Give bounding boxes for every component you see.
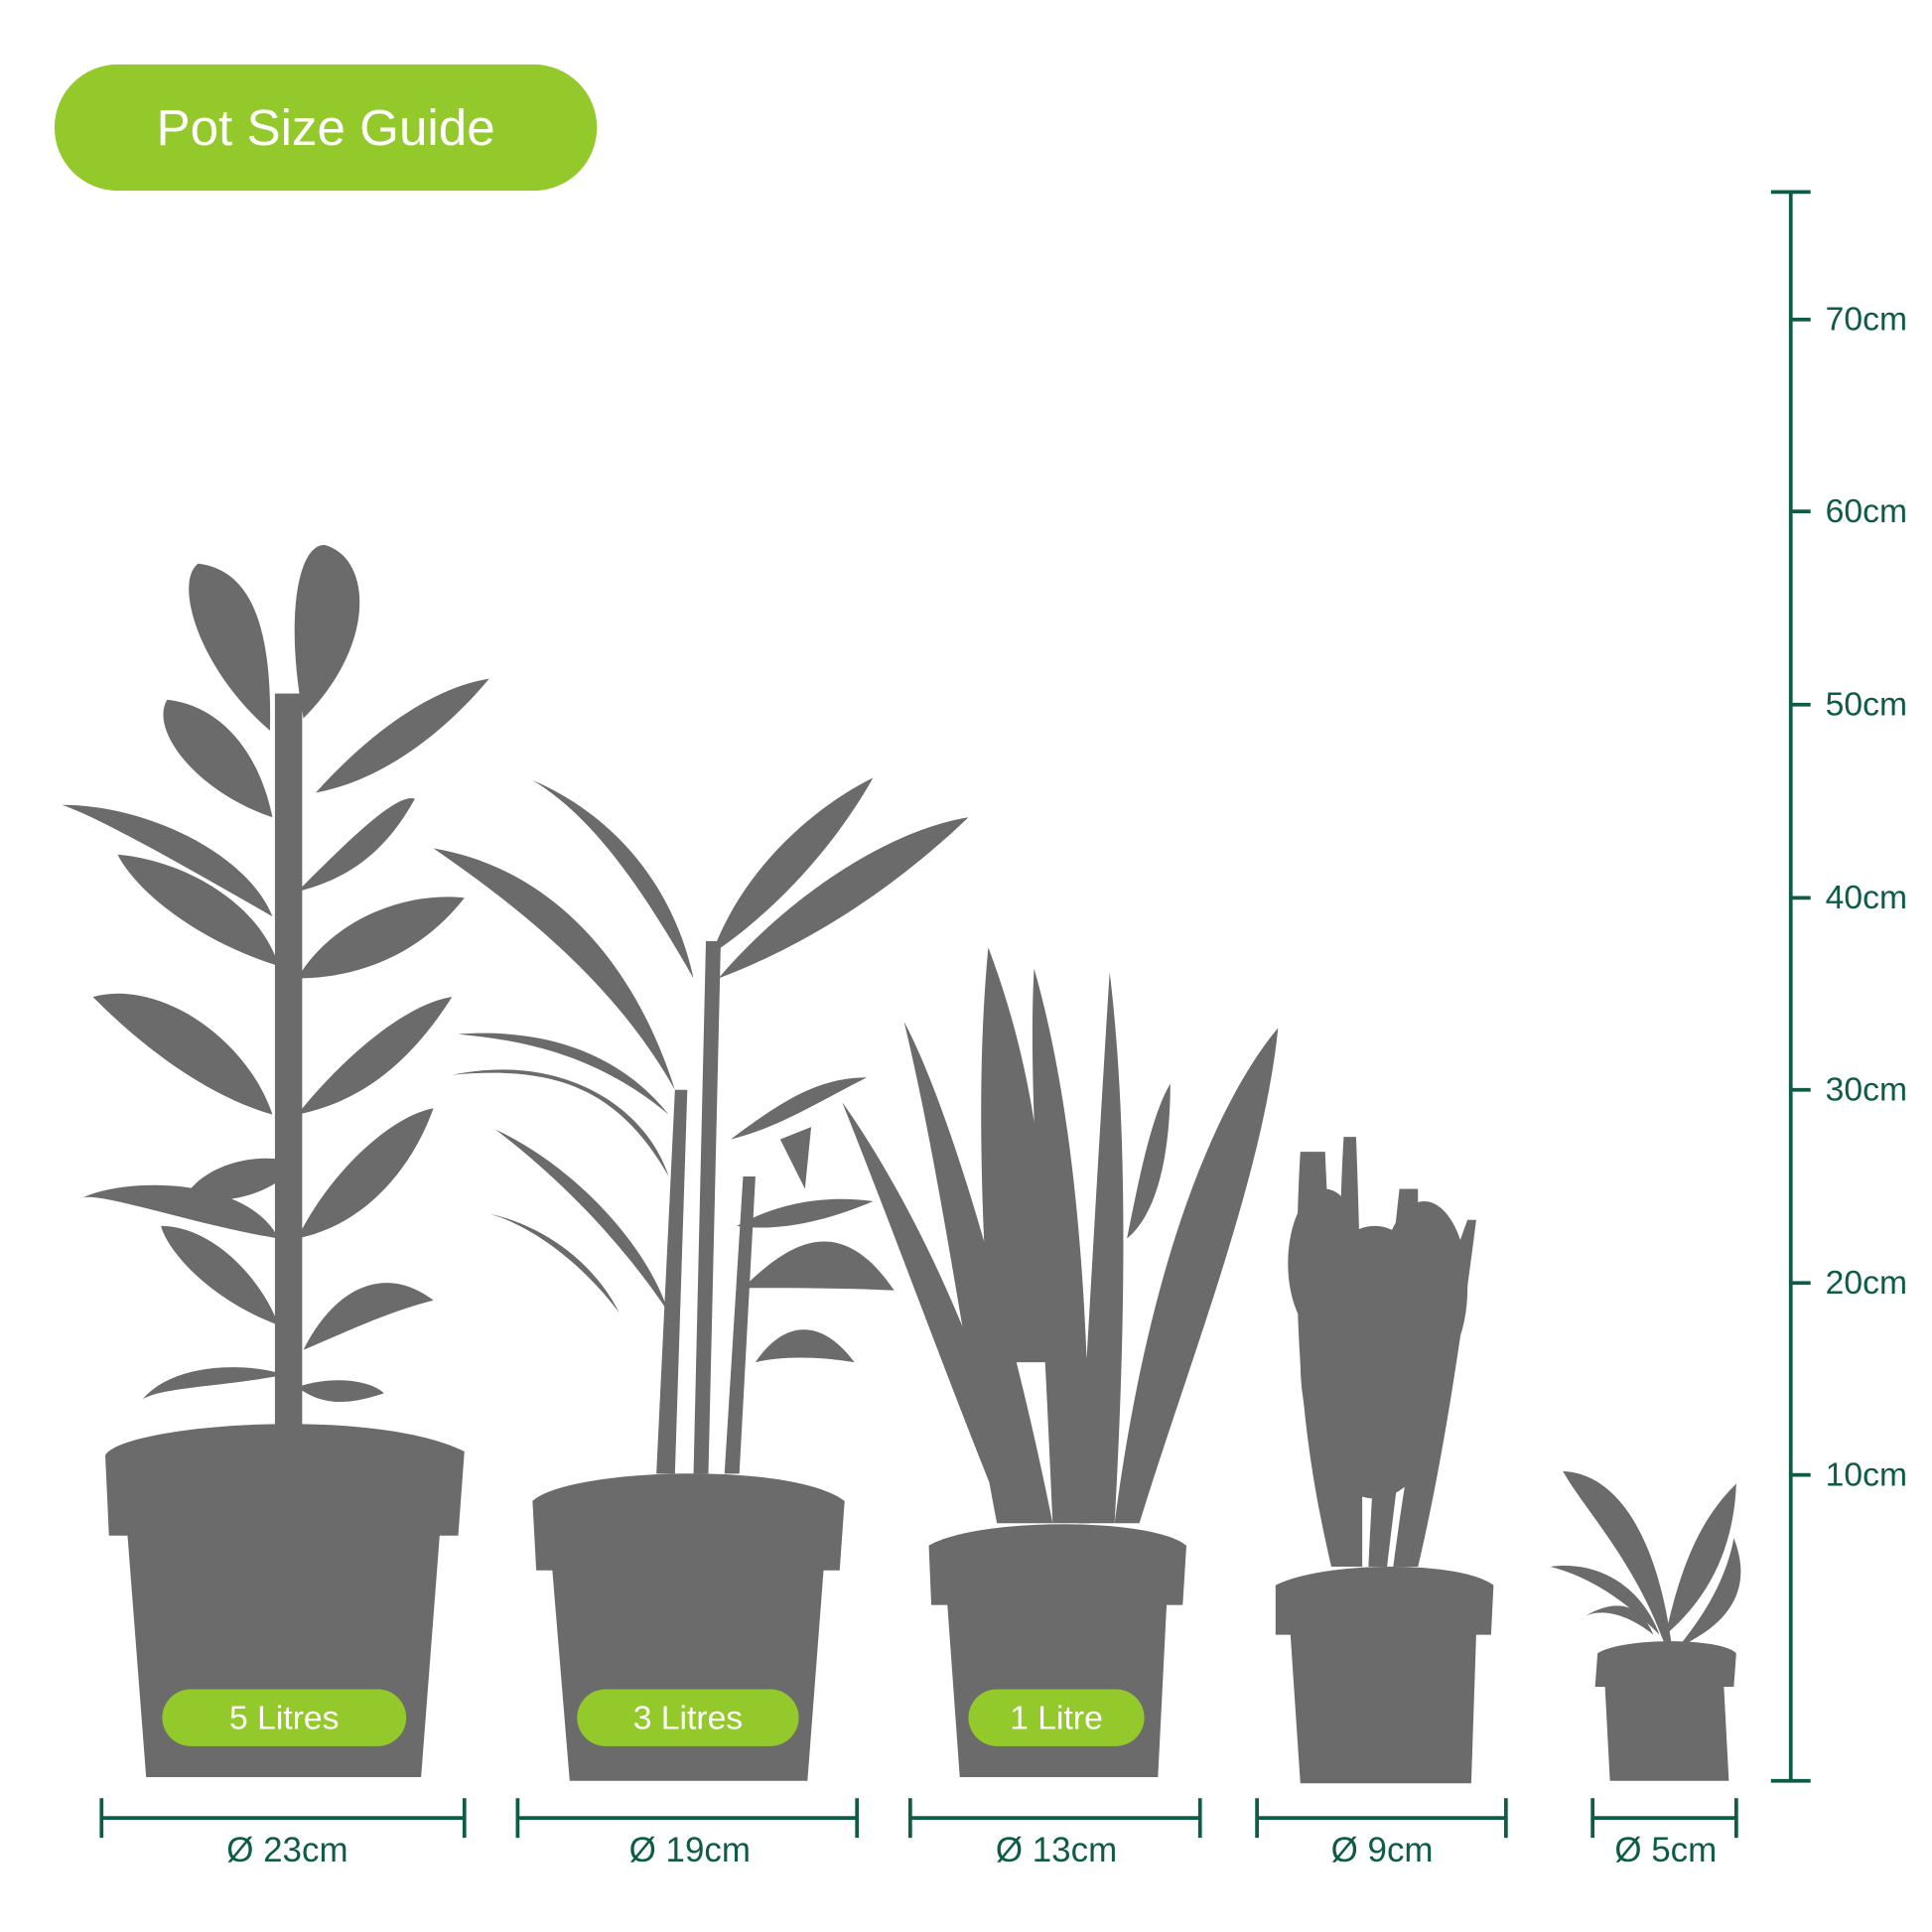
height-tick-10: 10cm [1825,1455,1908,1493]
height-tick-50: 50cm [1825,685,1908,723]
small-plant-silhouette [1550,1470,1741,1648]
height-tick-70: 70cm [1825,300,1908,338]
volume-badge: 5 Litres [162,1689,407,1746]
volume-badge: 3 Litres [577,1689,799,1746]
shrub-silhouette [1288,1137,1476,1567]
diameter-label: Ø 13cm [995,1830,1118,1869]
height-scale [1770,190,1811,1783]
rubber-plant-silhouette [62,544,489,1425]
volume-badge: 1 Litre [968,1689,1145,1746]
palm-silhouette [433,777,969,1474]
height-tick-40: 40cm [1825,879,1908,916]
height-tick-60: 60cm [1825,491,1908,530]
page-title: Pot Size Guide [54,64,598,192]
diameter-bars [99,1798,1738,1839]
diameter-label: Ø 5cm [1614,1830,1718,1869]
pot-1 [105,1424,465,1778]
diameter-label: Ø 19cm [628,1830,751,1869]
pot-4 [1275,1566,1494,1784]
height-tick-20: 20cm [1825,1263,1908,1302]
diameter-label: Ø 23cm [226,1830,348,1869]
diameter-label: Ø 9cm [1330,1830,1434,1869]
pot-5 [1594,1641,1736,1781]
height-tick-30: 30cm [1825,1070,1908,1108]
snake-plant-silhouette [842,947,1279,1524]
